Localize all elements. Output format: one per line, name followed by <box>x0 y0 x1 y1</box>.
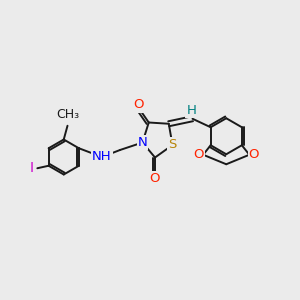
Text: H: H <box>186 103 196 116</box>
Text: O: O <box>194 148 204 161</box>
Text: O: O <box>249 148 259 161</box>
Text: CH₃: CH₃ <box>56 108 79 121</box>
Text: O: O <box>150 172 160 185</box>
Text: N: N <box>138 136 147 149</box>
Text: I: I <box>30 161 34 175</box>
Text: NH: NH <box>92 151 112 164</box>
Text: S: S <box>168 139 177 152</box>
Text: O: O <box>134 98 144 112</box>
